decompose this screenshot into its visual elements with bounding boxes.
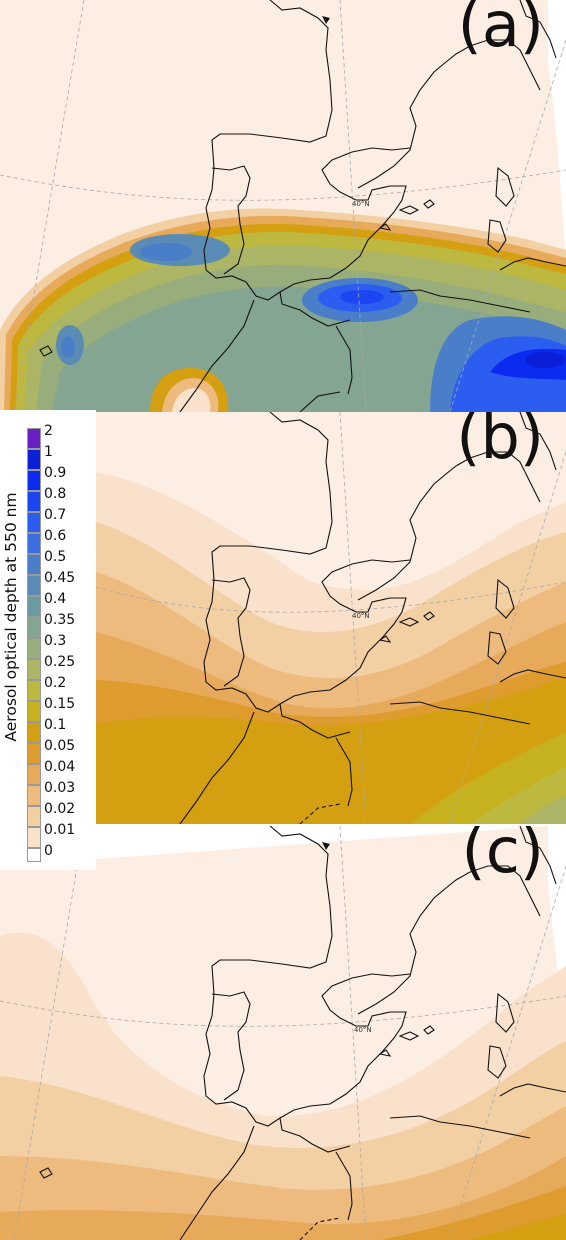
legend-tick-label: 0.5 xyxy=(44,549,67,565)
aod-map-c xyxy=(0,826,566,1240)
legend-tick-label: 0.02 xyxy=(44,801,76,817)
legend-swatch xyxy=(27,596,41,617)
legend-tick-label: 0.15 xyxy=(44,696,76,712)
legend-swatch xyxy=(27,428,41,449)
legend-swatch xyxy=(27,554,41,575)
panel-label-b: (b) xyxy=(456,412,544,473)
panel-label-c: (c) xyxy=(461,826,544,887)
legend-tick-label: 0.4 xyxy=(44,591,67,607)
latitude-label: 40°N xyxy=(352,200,370,208)
map-panel-a: 40°N (a) xyxy=(0,0,566,412)
legend-swatch xyxy=(27,638,41,659)
legend-tick-label: 0.2 xyxy=(44,675,67,691)
legend-tick-label: 2 xyxy=(44,423,53,439)
legend-tick-label: 0.25 xyxy=(44,654,76,670)
legend-tick-label: 0.04 xyxy=(44,759,76,775)
legend-swatch xyxy=(27,806,41,827)
legend-swatch xyxy=(27,575,41,596)
legend-tick-label: 0.05 xyxy=(44,738,76,754)
panel-label-a: (a) xyxy=(457,0,544,61)
legend-tick-label: 0.45 xyxy=(44,570,76,586)
legend-title: Aerosol optical depth at 550 nm xyxy=(2,492,20,742)
colorbar-legend: Aerosol optical depth at 550 nm 2 1 0.9 0.8… xyxy=(0,410,96,870)
legend-swatch xyxy=(27,491,41,512)
map-panel-c: 40°N (c) xyxy=(0,826,566,1240)
legend-swatch xyxy=(27,533,41,554)
aod-map-a xyxy=(0,0,566,412)
legend-swatch xyxy=(27,470,41,491)
legend-tick-label: 0.3 xyxy=(44,633,67,649)
legend-swatch xyxy=(27,743,41,764)
legend-tick-label: 1 xyxy=(44,444,53,460)
legend-swatch xyxy=(27,848,41,862)
legend-tick-label: 0.9 xyxy=(44,465,67,481)
legend-swatch xyxy=(27,722,41,743)
legend-swatch xyxy=(27,764,41,785)
legend-swatch xyxy=(27,617,41,638)
legend-swatch xyxy=(27,827,41,848)
legend-tick-label: 0.1 xyxy=(44,717,67,733)
legend-tick-label: 0.7 xyxy=(44,507,67,523)
legend-tick-label: 0.8 xyxy=(44,486,67,502)
legend-tick-label: 0.6 xyxy=(44,528,67,544)
legend-swatch xyxy=(27,785,41,806)
latitude-label: 40°N xyxy=(354,1026,372,1034)
legend-swatch xyxy=(27,659,41,680)
legend-tick-label: 0.03 xyxy=(44,780,76,796)
legend-swatch xyxy=(27,512,41,533)
legend-swatch xyxy=(27,449,41,470)
legend-tick-label: 0.35 xyxy=(44,612,76,628)
latitude-label: 40°N xyxy=(352,612,370,620)
legend-swatch xyxy=(27,701,41,722)
legend-tick-label: 0 xyxy=(44,843,53,859)
legend-swatch xyxy=(27,680,41,701)
legend-tick-label: 0.01 xyxy=(44,822,76,838)
